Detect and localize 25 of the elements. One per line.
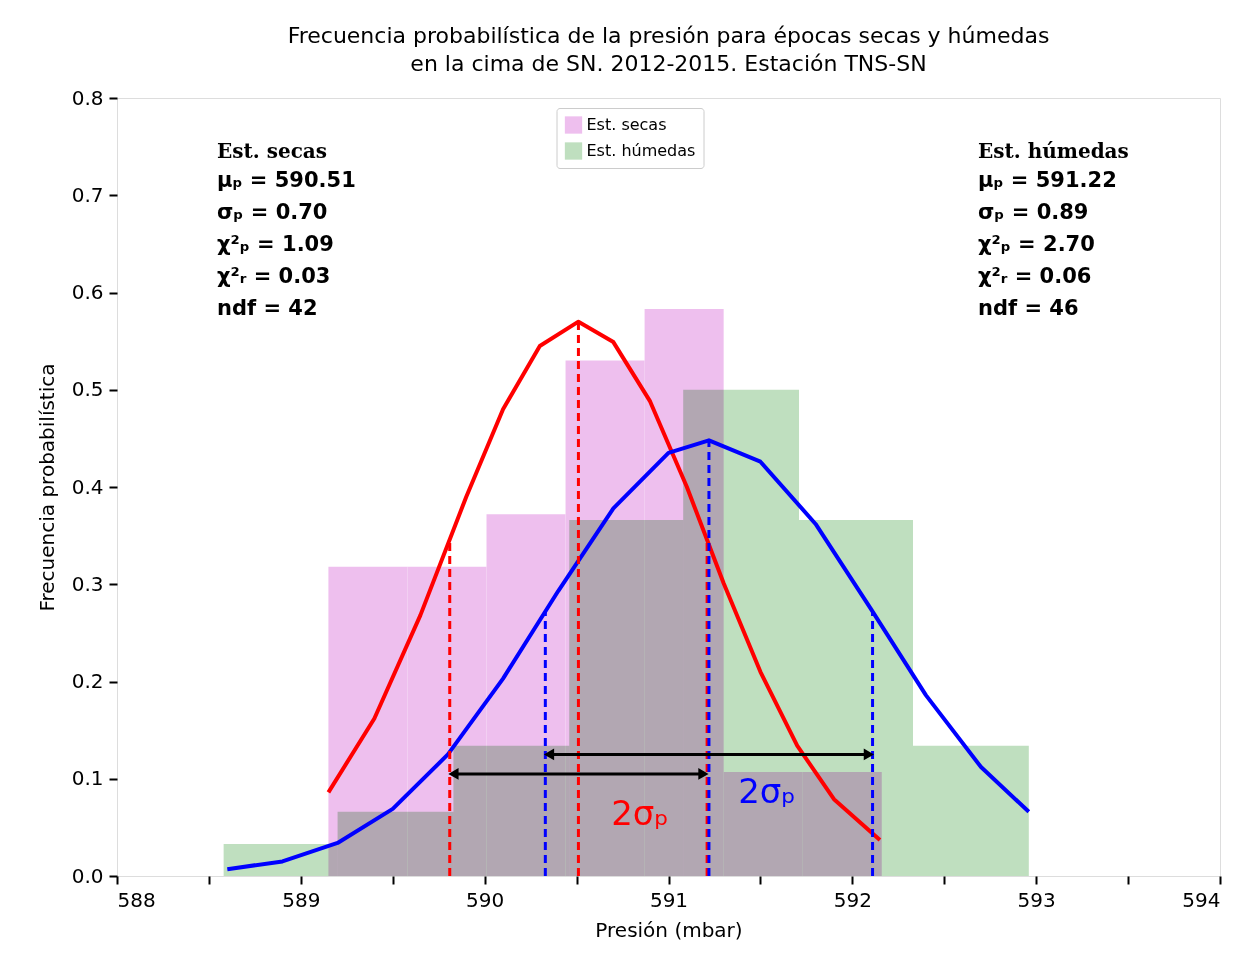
x-tick-label: 593 (1017, 887, 1056, 912)
y-tick-label: 0.1 (71, 766, 104, 791)
annotation: 2σₚ (738, 771, 796, 811)
annotation: Est. secas μₚ = 590.51 σₚ = 0.70 χ²ₚ = 1.09 χ²ᵣ = 0.03 ndf = 42 (217, 139, 356, 320)
y-tick-label: 0.3 (71, 571, 104, 596)
x-tick-label: 588 (117, 887, 156, 912)
x-axis-title: Presión (mbar) (595, 917, 743, 942)
y-tick-label: 0.6 (71, 280, 104, 304)
x-tick-label: 592 (833, 887, 872, 912)
x-tick-label: 594 (1182, 887, 1221, 912)
y-tick-label: 0.4 (71, 474, 104, 499)
chart-title: Frecuencia probabilística de la presión para épocas secas y húmedas en la cima de SN. 2012-2015. Estación TNS-SN (287, 23, 1050, 76)
x-tick-label: 589 (282, 887, 321, 912)
y-tick-label: 0.5 (71, 377, 104, 402)
legend-label: Est. secas (586, 115, 667, 134)
annotation: Est. húmedas μₚ = 591.22 σₚ = 0.89 χ²ₚ = 2.70 χ²ᵣ = 0.06 ndf = 46 (978, 139, 1129, 320)
y-tick-label: 0.2 (71, 669, 104, 693)
y-tick-label: 0.7 (71, 182, 104, 207)
y-tick-label: 0.0 (71, 863, 104, 888)
legend-label: Est. húmedas (586, 141, 696, 160)
y-tick-label: 0.8 (71, 85, 104, 110)
x-tick-label: 590 (466, 887, 505, 912)
annotation: 2σₚ (611, 793, 669, 833)
x-tick-label: 591 (649, 887, 689, 912)
y-axis-title: Frecuencia probabilística (34, 363, 59, 612)
